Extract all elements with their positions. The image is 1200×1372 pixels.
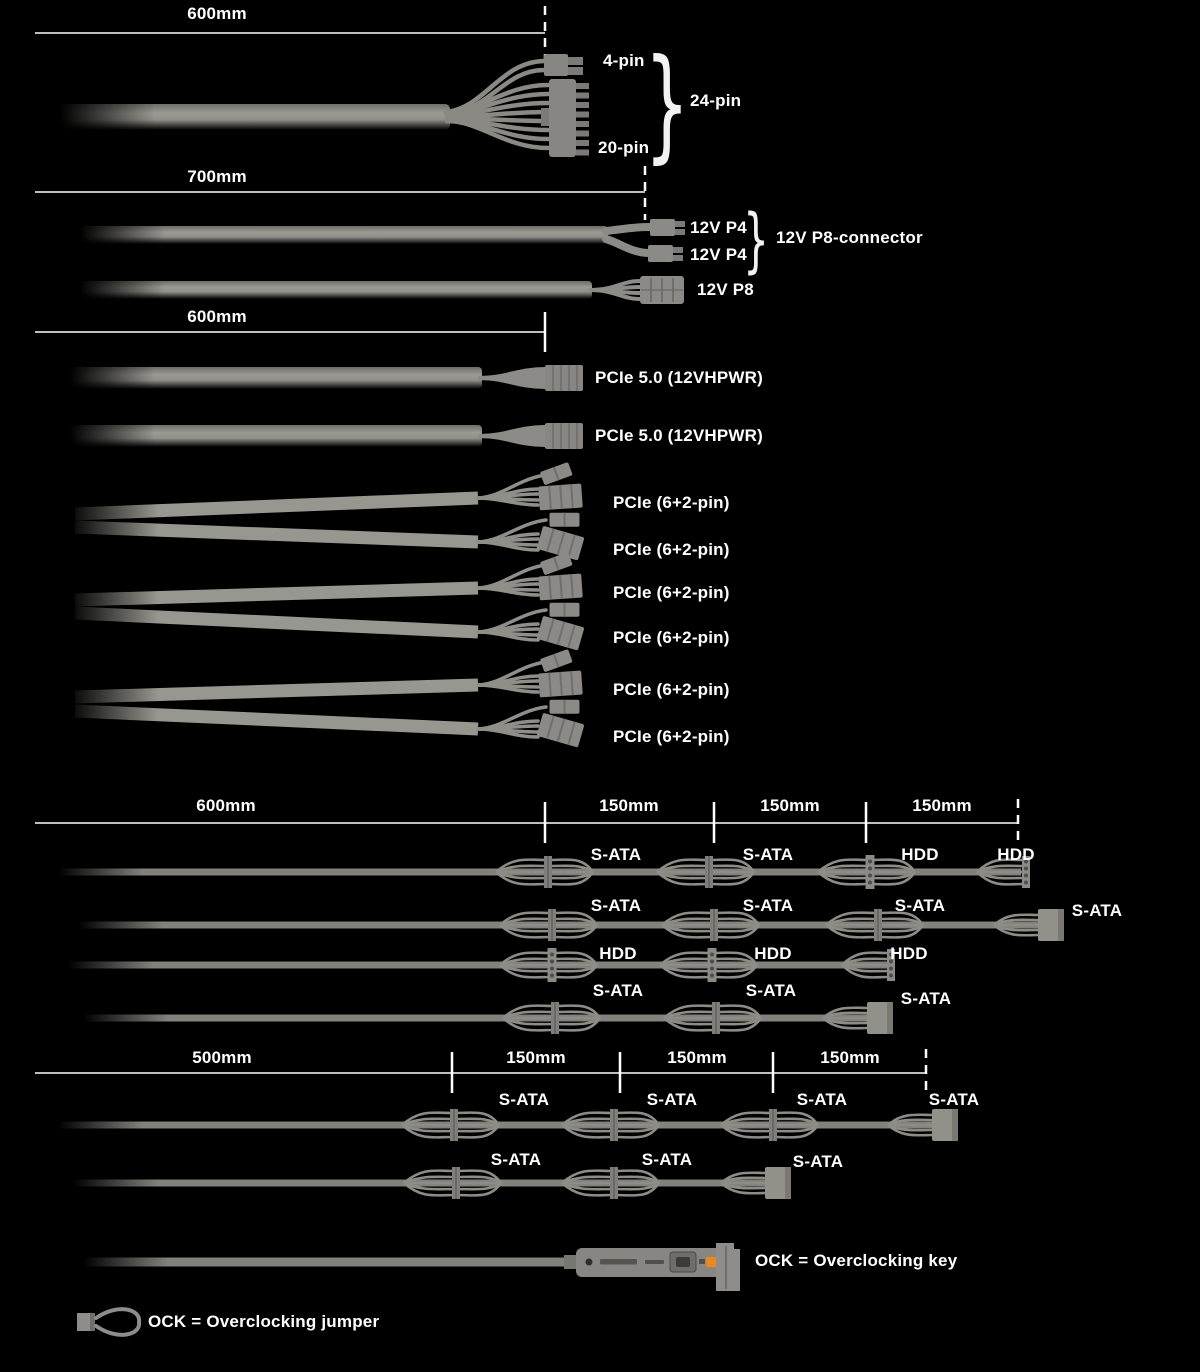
connector-label-pcie62-1: PCIe (6+2-pin) <box>613 493 730 512</box>
sata500-cables <box>58 1107 960 1201</box>
connector-label-s500-r1c1: S-ATA <box>498 1090 550 1109</box>
connector-label-s500-r2c3: S-ATA <box>792 1152 844 1171</box>
ock-key-label: OCK = Overclocking key <box>755 1251 958 1270</box>
connector-label-s600-r4c1: S-ATA <box>592 981 644 1000</box>
connector-label-s600-r3c3: HDD <box>890 944 928 963</box>
measure-ticks-dashed <box>543 6 1020 1097</box>
segment-label-sata500-1: 150mm <box>506 1048 566 1067</box>
ock-key-module <box>83 1243 740 1291</box>
connector-label-s600-r4c2: S-ATA <box>745 981 797 1000</box>
atx-cable <box>60 54 589 157</box>
connector-label-pcie62-3: PCIe (6+2-pin) <box>613 583 730 602</box>
measure-label-atx: 600mm <box>187 4 247 23</box>
brace-12vp8: } <box>743 199 769 281</box>
measure-label-sata600: 600mm <box>196 796 256 815</box>
measure-lines <box>35 32 1018 1074</box>
connector-label-s600-r3c2: HDD <box>754 944 792 963</box>
connector-label-s600-r1c1: S-ATA <box>590 845 642 864</box>
connector-label-pcie5-1: PCIe 5.0 (12VHPWR) <box>595 368 763 387</box>
connector-label-20pin: 20-pin <box>598 138 650 157</box>
brace-24pin: } <box>644 33 690 175</box>
connector-label-s500-r2c1: S-ATA <box>490 1150 542 1169</box>
connector-label-12vp8-group: 12V P8-connector <box>776 228 923 247</box>
segment-label-sata500-2: 150mm <box>667 1048 727 1067</box>
connector-label-s600-r2c4: S-ATA <box>1071 901 1123 920</box>
connector-label-12vp8: 12V P8 <box>697 280 754 299</box>
connector-label-s600-r1c2: S-ATA <box>742 845 794 864</box>
segment-label-sata500-3: 150mm <box>820 1048 880 1067</box>
ock-jumper-label: OCK = Overclocking jumper <box>148 1312 380 1331</box>
segment-label-sata600-3: 150mm <box>912 796 972 815</box>
connector-label-pcie62-5: PCIe (6+2-pin) <box>613 680 730 699</box>
segment-label-sata600-1: 150mm <box>599 796 659 815</box>
measure-ticks-solid <box>450 312 868 1093</box>
connector-label-s500-r1c2: S-ATA <box>646 1090 698 1109</box>
connector-label-24pin: 24-pin <box>690 91 742 110</box>
sata600-cables <box>58 853 1066 1036</box>
pcie5-cables <box>70 365 583 449</box>
connector-label-s600-r1c3: HDD <box>901 845 939 864</box>
connector-label-s600-r2c1: S-ATA <box>590 896 642 915</box>
connector-label-pcie5-2: PCIe 5.0 (12VHPWR) <box>595 426 763 445</box>
connector-label-pcie62-2: PCIe (6+2-pin) <box>613 540 730 559</box>
connector-label-s600-r2c3: S-ATA <box>894 896 946 915</box>
measure-label-cpu: 700mm <box>187 167 247 186</box>
connector-label-s600-r4c3: S-ATA <box>900 989 952 1008</box>
connector-label-pcie62-6: PCIe (6+2-pin) <box>613 727 730 746</box>
connector-label-s500-r1c4: S-ATA <box>928 1090 980 1109</box>
measure-label-sata500: 500mm <box>192 1048 252 1067</box>
segment-label-sata600-2: 150mm <box>760 796 820 815</box>
connector-label-s600-r3c1: HDD <box>599 944 637 963</box>
connector-label-pcie62-4: PCIe (6+2-pin) <box>613 628 730 647</box>
cpu-cables <box>80 219 685 304</box>
connector-label-s600-r2c2: S-ATA <box>742 896 794 915</box>
connector-label-s500-r1c3: S-ATA <box>796 1090 848 1109</box>
measure-label-pcie5: 600mm <box>187 307 247 326</box>
connector-label-s500-r2c2: S-ATA <box>641 1150 693 1169</box>
pcie62-cables <box>68 460 592 749</box>
ock-jumper-symbol <box>77 1307 141 1337</box>
connector-label-12vp4-top: 12V P4 <box>690 218 747 237</box>
connector-label-4pin: 4-pin <box>603 51 645 70</box>
connector-label-12vp4-bottom: 12V P4 <box>690 245 747 264</box>
connector-label-s600-r1c4: HDD <box>997 845 1035 864</box>
